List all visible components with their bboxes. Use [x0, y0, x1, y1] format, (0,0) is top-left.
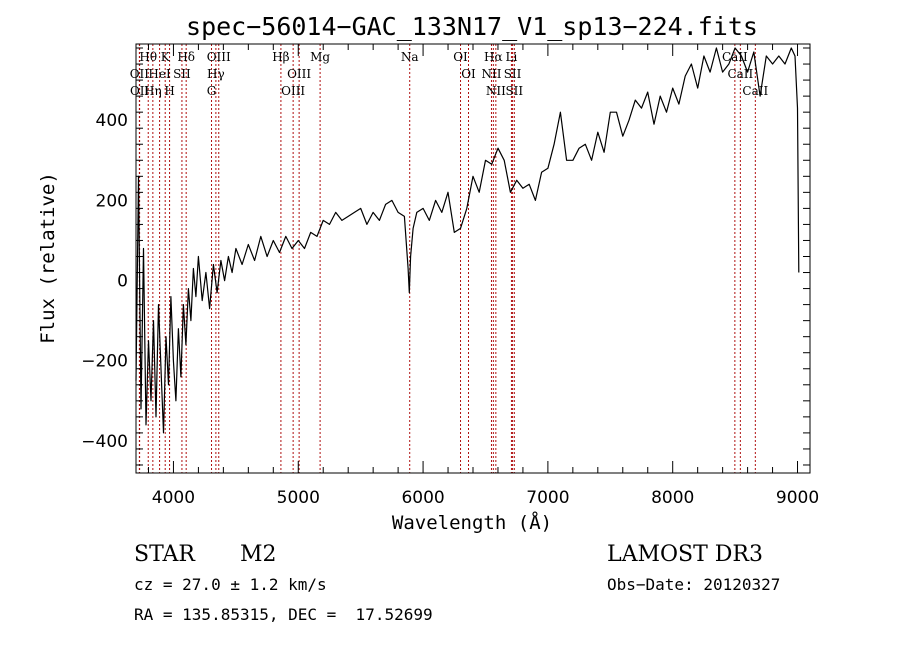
- x-tick-label: 7000: [526, 488, 569, 508]
- line-marker-label: OIII: [287, 67, 311, 81]
- line-label-group: Hθ OII OII K HeI Hη H Hδ SII OIII Hγ G Hβ OIII OIII Mg N…: [130, 50, 769, 98]
- line-marker-label: OII: [130, 67, 150, 81]
- object-class: STAR: [134, 542, 196, 567]
- coordinates: RA = 135.85315, DEC = 17.52699: [134, 605, 433, 624]
- object-subclass: M2: [240, 542, 277, 567]
- plot-frame: [135, 43, 811, 474]
- line-marker-label: OI: [453, 50, 468, 64]
- spectrum-line: [135, 47, 800, 434]
- redshift-cz: cz = 27.0 ± 1.2 km/s: [134, 575, 327, 594]
- survey-name: LAMOST DR3: [607, 542, 763, 567]
- line-marker-label: Na: [401, 50, 419, 64]
- line-marker-label: CaII: [722, 50, 748, 64]
- line-marker-label: OII: [130, 84, 150, 98]
- line-marker-label: OIII: [281, 84, 305, 98]
- line-marker-label: Hα: [484, 50, 503, 64]
- line-marker-label: OIII: [207, 50, 231, 64]
- x-tick-label: 4000: [152, 488, 195, 508]
- line-marker-label: SII: [173, 67, 191, 81]
- line-marker-label: Hη: [144, 84, 162, 98]
- line-marker-label: Li: [506, 50, 518, 64]
- x-tick-label: 8000: [651, 488, 694, 508]
- y-tick-label: −200: [81, 352, 128, 372]
- x-axis-ticks: 4000 5000 6000 7000 8000 9000: [147, 44, 819, 508]
- chart-title: spec−56014−GAC_133N17_V1_sp13−224.fits: [186, 12, 758, 41]
- y-axis-label: Flux (relative): [37, 172, 59, 344]
- line-marker-label: CaII: [727, 67, 753, 81]
- y-tick-label: 0: [117, 272, 128, 292]
- line-marker-label: G: [207, 84, 217, 98]
- line-marker-label: Hδ: [177, 50, 195, 64]
- y-tick-label: 200: [96, 191, 128, 211]
- obs-date: Obs−Date: 20120327: [607, 575, 780, 594]
- line-marker-label: Hβ: [272, 50, 289, 64]
- x-axis-label: Wavelength (Å): [392, 511, 552, 534]
- line-marker-label: Mg: [310, 50, 330, 64]
- x-tick-label: 9000: [776, 488, 819, 508]
- y-axis-ticks: −400 −200 0 200 400: [81, 47, 810, 466]
- y-tick-label: −400: [81, 432, 128, 452]
- x-tick-label: 6000: [401, 488, 444, 508]
- line-marker-label: CaII: [742, 84, 768, 98]
- line-marker-label: OI: [461, 67, 476, 81]
- line-marker-label: Hθ: [139, 50, 157, 64]
- line-marker-label: NII: [481, 67, 501, 81]
- line-marker-label: SII: [505, 84, 523, 98]
- line-marker-label: H: [164, 84, 174, 98]
- x-tick-label: 5000: [277, 488, 320, 508]
- line-marker-label: HeI: [148, 67, 171, 81]
- line-marker-label: K: [161, 50, 171, 64]
- line-marker-label: Hγ: [207, 67, 225, 81]
- line-marker-label: SII: [504, 67, 522, 81]
- line-marker-group: [138, 44, 756, 473]
- y-tick-label: 400: [96, 111, 128, 131]
- line-marker-label: NII: [486, 84, 506, 98]
